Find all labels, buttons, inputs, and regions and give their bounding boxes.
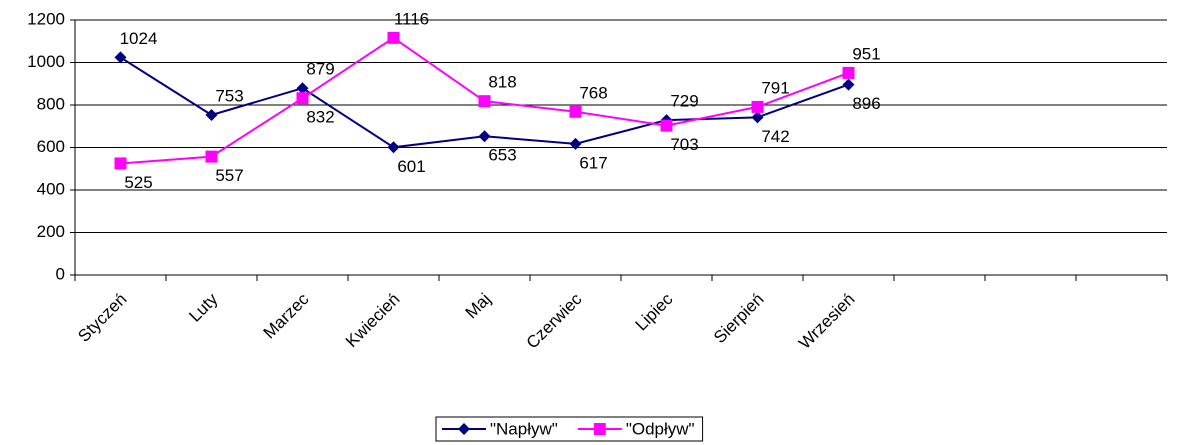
data-label: 729 <box>670 92 698 111</box>
marker <box>569 137 582 150</box>
y-tick-label: 1200 <box>27 9 65 28</box>
data-label: 818 <box>488 73 516 92</box>
data-label: 703 <box>670 135 698 154</box>
x-tick-label: Luty <box>185 289 222 326</box>
marker <box>458 423 470 435</box>
legend-label: "Odpływ" <box>626 419 695 438</box>
data-label: 653 <box>488 146 516 165</box>
marker <box>114 51 127 64</box>
y-tick-label: 200 <box>37 222 65 241</box>
data-label: 742 <box>761 127 789 146</box>
x-tick-label: Sierpień <box>710 290 768 348</box>
marker <box>478 95 491 108</box>
x-tick-label: Maj <box>462 290 495 323</box>
x-tick-label: Lipiec <box>632 289 677 334</box>
marker <box>593 423 606 435</box>
marker <box>842 78 855 91</box>
data-label: 1024 <box>120 29 158 48</box>
x-tick-label: Wrzesień <box>795 290 858 353</box>
x-tick-label: Styczeń <box>74 290 130 346</box>
marker <box>387 31 400 44</box>
y-tick-label: 600 <box>37 137 65 156</box>
marker <box>387 141 400 154</box>
data-label: 1116 <box>394 9 429 28</box>
y-tick-label: 400 <box>37 179 65 198</box>
data-label: 896 <box>852 94 880 113</box>
marker <box>478 130 491 143</box>
marker <box>114 157 127 170</box>
legend: "Napływ" "Odpływ" <box>435 416 704 442</box>
legend-label: "Napływ" <box>490 419 558 438</box>
y-tick-label: 800 <box>37 94 65 113</box>
marker <box>205 150 218 163</box>
data-label: 791 <box>761 78 789 97</box>
data-label: 617 <box>579 153 607 172</box>
marker <box>569 105 582 118</box>
x-tick-label: Kwiecień <box>342 290 404 352</box>
marker <box>751 100 764 113</box>
data-label: 753 <box>215 86 243 105</box>
data-label: 879 <box>306 60 334 79</box>
data-label: 832 <box>306 108 334 127</box>
y-tick-label: 0 <box>56 264 65 283</box>
marker <box>296 92 309 105</box>
marker <box>751 111 764 124</box>
data-label: 601 <box>397 157 425 176</box>
data-label: 557 <box>215 166 243 185</box>
marker <box>842 66 855 79</box>
data-label: 951 <box>852 44 880 63</box>
data-label: 525 <box>124 173 152 192</box>
x-tick-label: Marzec <box>260 289 313 342</box>
y-tick-label: 1000 <box>27 52 65 71</box>
marker <box>296 82 309 95</box>
marker <box>660 119 673 132</box>
data-label: 768 <box>579 83 607 102</box>
x-tick-label: Czerwiec <box>523 289 586 352</box>
marker <box>205 108 218 121</box>
